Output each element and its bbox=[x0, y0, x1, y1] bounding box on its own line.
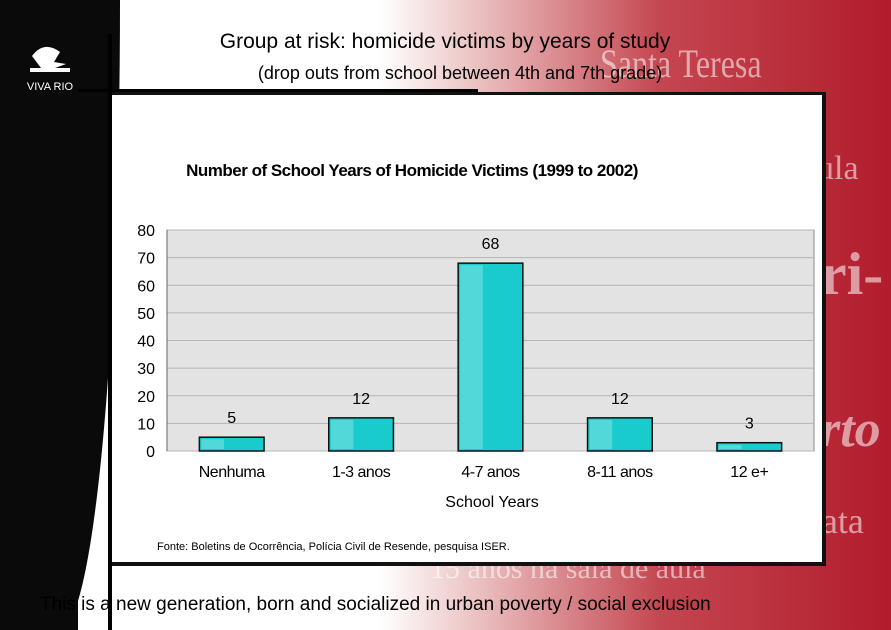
slide-title: Group at risk: homicide victims by years… bbox=[219, 30, 671, 53]
x-tick-label: 12 e+ bbox=[730, 464, 768, 481]
data-label: 68 bbox=[482, 236, 500, 253]
bar-group: 68 bbox=[457, 236, 524, 452]
viva-rio-logo: VIVA RIO bbox=[27, 46, 74, 93]
y-tick-label: 50 bbox=[137, 306, 155, 323]
bar-group: 5 bbox=[198, 410, 265, 452]
source-note: Fonte: Boletins de Ocorrência, Polícia C… bbox=[157, 541, 510, 553]
y-tick-label: 0 bbox=[146, 444, 155, 461]
bar-highlight bbox=[330, 419, 354, 449]
bar bbox=[457, 262, 524, 452]
x-tick-label: 4-7 anos bbox=[461, 464, 520, 481]
data-label: 3 bbox=[745, 416, 754, 433]
y-tick-label: 20 bbox=[137, 389, 155, 406]
logo-text: VIVA RIO bbox=[27, 81, 74, 93]
bar-highlight bbox=[589, 419, 613, 449]
newspaper-decoration: rto bbox=[820, 401, 881, 458]
slide-subtitle: (drop outs from school between 4th and 7… bbox=[257, 63, 663, 83]
bar-chart: Number of School Years of Homicide Victi… bbox=[91, 161, 815, 553]
horizontal-rule bbox=[78, 89, 478, 92]
chart-panel: Number of School Years of Homicide Victi… bbox=[91, 92, 826, 566]
data-label: 5 bbox=[227, 410, 236, 427]
chart-title: Number of School Years of Homicide Victi… bbox=[186, 161, 638, 180]
bar-highlight bbox=[718, 444, 742, 449]
bar-highlight bbox=[460, 265, 483, 449]
x-axis-label: School Years bbox=[445, 494, 538, 511]
x-tick-label: Nenhuma bbox=[199, 464, 265, 481]
bar bbox=[586, 417, 653, 452]
y-tick-label: 60 bbox=[137, 278, 155, 295]
x-tick-label: 1-3 anos bbox=[332, 464, 391, 481]
newspaper-decoration: Santa Teresa bbox=[600, 41, 762, 86]
bar-group: 12 bbox=[328, 391, 395, 452]
y-tick-label: 40 bbox=[137, 334, 155, 351]
bar bbox=[198, 436, 265, 452]
bar bbox=[328, 417, 395, 452]
data-label: 12 bbox=[352, 391, 370, 408]
bar-highlight bbox=[201, 439, 224, 449]
y-tick-label: 30 bbox=[137, 361, 155, 378]
vertical-rule bbox=[108, 34, 112, 630]
bar-group: 3 bbox=[716, 416, 783, 452]
bar bbox=[716, 441, 783, 452]
newspaper-decoration: ri- bbox=[820, 241, 884, 307]
y-tick-label: 70 bbox=[137, 251, 155, 268]
data-label: 12 bbox=[611, 391, 629, 408]
y-tick-label: 10 bbox=[137, 416, 155, 433]
footer-caption: This is a new generation, born and socia… bbox=[40, 594, 711, 615]
x-tick-label: 8-11 anos bbox=[587, 464, 653, 481]
y-tick-label: 80 bbox=[137, 223, 155, 240]
bar-group: 12 bbox=[586, 391, 653, 452]
